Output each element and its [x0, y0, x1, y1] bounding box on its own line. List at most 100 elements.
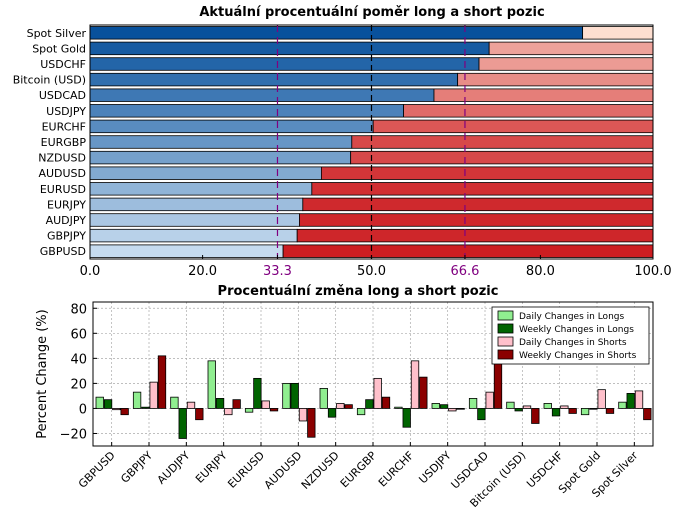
long-bar-8 — [89, 150, 352, 165]
change-bar-s3-c7 — [381, 396, 391, 409]
long-bar-1 — [89, 41, 490, 56]
y-tick-label-1: 0 — [79, 402, 87, 417]
change-bar-s2-c13 — [597, 389, 606, 409]
short-bar-5 — [403, 104, 654, 118]
y-axis-label: Percent Change (%) — [35, 309, 50, 438]
long-bar-12 — [89, 213, 300, 227]
category-label-13: GBPJPY — [47, 230, 86, 243]
category-label-4: USDCAD — [39, 89, 86, 102]
x-tick-label-0: 0.0 — [80, 264, 101, 279]
short-bar-0 — [582, 26, 654, 40]
change-bar-s0-c9 — [431, 403, 440, 409]
change-bar-s1-c7 — [365, 399, 374, 409]
change-bar-s1-c12 — [551, 408, 561, 417]
change-bar-s3-c8 — [419, 376, 428, 409]
change-bar-s1-c10 — [477, 408, 486, 421]
y-tick-label-2: 20 — [70, 377, 87, 392]
x-tick-label-1: 20.0 — [188, 264, 217, 279]
change-bar-s2-c6 — [336, 403, 345, 409]
change-bar-s1-c3 — [215, 398, 225, 409]
legend-swatch-2 — [497, 336, 514, 347]
short-bar-13 — [296, 228, 654, 243]
short-bar-2 — [478, 57, 654, 71]
long-bar-14 — [89, 244, 284, 258]
short-bar-12 — [299, 213, 654, 227]
category-label-5: USDJPY — [46, 105, 86, 118]
category-label-12: AUDJPY — [46, 214, 87, 227]
change-bar-s0-c2 — [170, 396, 179, 409]
change-bar-s1-c4 — [253, 377, 262, 409]
change-bar-s3-c1 — [157, 355, 167, 409]
ratio-chart-title: Aktuální procentuální poměr long a short… — [199, 5, 544, 20]
x-category-label-3: EURJPY — [193, 449, 230, 486]
short-bar-4 — [433, 88, 654, 102]
legend-box — [491, 306, 650, 365]
category-label-3: Bitcoin (USD) — [13, 74, 86, 87]
x-tick-label-6: 100.0 — [634, 264, 671, 279]
x-category-label-4: EURUSD — [225, 449, 267, 491]
category-label-9: AUDUSD — [38, 167, 86, 180]
category-label-6: EURCHF — [42, 120, 86, 133]
change-bar-s2-c8 — [410, 360, 420, 409]
long-bar-6 — [89, 119, 374, 134]
change-bar-s0-c0 — [95, 396, 104, 409]
x-category-label-1: GBPJPY — [118, 449, 155, 486]
change-bar-s1-c9 — [439, 404, 449, 409]
change-bar-s3-c0 — [120, 408, 129, 416]
long-bar-3 — [89, 72, 459, 87]
legend-swatch-3 — [497, 349, 514, 360]
long-bar-9 — [89, 166, 322, 180]
x-tick-label-5: 80.0 — [526, 264, 555, 279]
category-label-2: USDCHF — [40, 58, 86, 71]
change-bar-s1-c14 — [626, 393, 635, 409]
short-bar-6 — [372, 119, 654, 134]
change-bar-s0-c8 — [394, 406, 403, 409]
short-bar-3 — [457, 72, 654, 87]
short-bar-14 — [282, 244, 654, 258]
y-tick-label-5: 80 — [70, 302, 87, 317]
change-bar-s2-c2 — [186, 401, 196, 409]
legend-swatch-0 — [497, 310, 514, 321]
y-tick-label-4: 60 — [70, 327, 87, 342]
change-bar-s0-c5 — [282, 382, 291, 409]
legend-label-1: Weekly Changes in Longs — [519, 325, 634, 335]
short-bar-8 — [350, 150, 654, 165]
change-bar-s1-c5 — [290, 382, 299, 409]
change-bar-s2-c11 — [522, 405, 532, 409]
change-bar-s1-c6 — [327, 408, 337, 418]
change-bar-s1-c2 — [178, 408, 187, 439]
short-bar-1 — [488, 41, 654, 56]
change-bar-s3-c13 — [605, 408, 615, 414]
category-label-11: EURJPY — [47, 198, 86, 211]
change-bar-s3-c6 — [344, 404, 353, 409]
change-bar-s1-c13 — [589, 408, 598, 410]
change-bar-s2-c12 — [560, 405, 569, 409]
category-label-1: Spot Gold — [32, 42, 86, 55]
change-bar-s3-c14 — [643, 408, 652, 421]
x-category-label-8: EURCHF — [376, 449, 417, 490]
change-bar-s2-c9 — [448, 408, 457, 412]
change-bar-s1-c11 — [514, 408, 523, 412]
change-bar-s0-c10 — [468, 398, 478, 409]
x-category-label-0: GBPUSD — [76, 449, 118, 491]
change-bar-s3-c2 — [195, 408, 204, 421]
category-label-14: GBPUSD — [40, 245, 86, 258]
x-category-label-9: USDJPY — [416, 449, 454, 487]
long-bar-5 — [89, 104, 404, 118]
change-bar-s3-c5 — [307, 408, 316, 438]
change-bar-s2-c1 — [149, 381, 158, 409]
y-tick-label-0: −20 — [60, 427, 87, 442]
change-bar-s1-c0 — [103, 399, 113, 409]
change-bar-s2-c7 — [373, 377, 382, 409]
change-bar-s3-c12 — [568, 408, 577, 414]
long-bar-4 — [89, 88, 435, 102]
x-category-label-2: AUDJPY — [155, 449, 193, 487]
x-category-label-5: AUDUSD — [262, 449, 305, 492]
change-bar-s3-c3 — [232, 399, 241, 409]
short-bar-11 — [302, 197, 654, 212]
change-bar-s3-c11 — [531, 408, 540, 424]
category-label-10: EURUSD — [40, 183, 86, 196]
change-bar-s0-c13 — [580, 408, 590, 416]
long-bar-0 — [89, 26, 584, 40]
